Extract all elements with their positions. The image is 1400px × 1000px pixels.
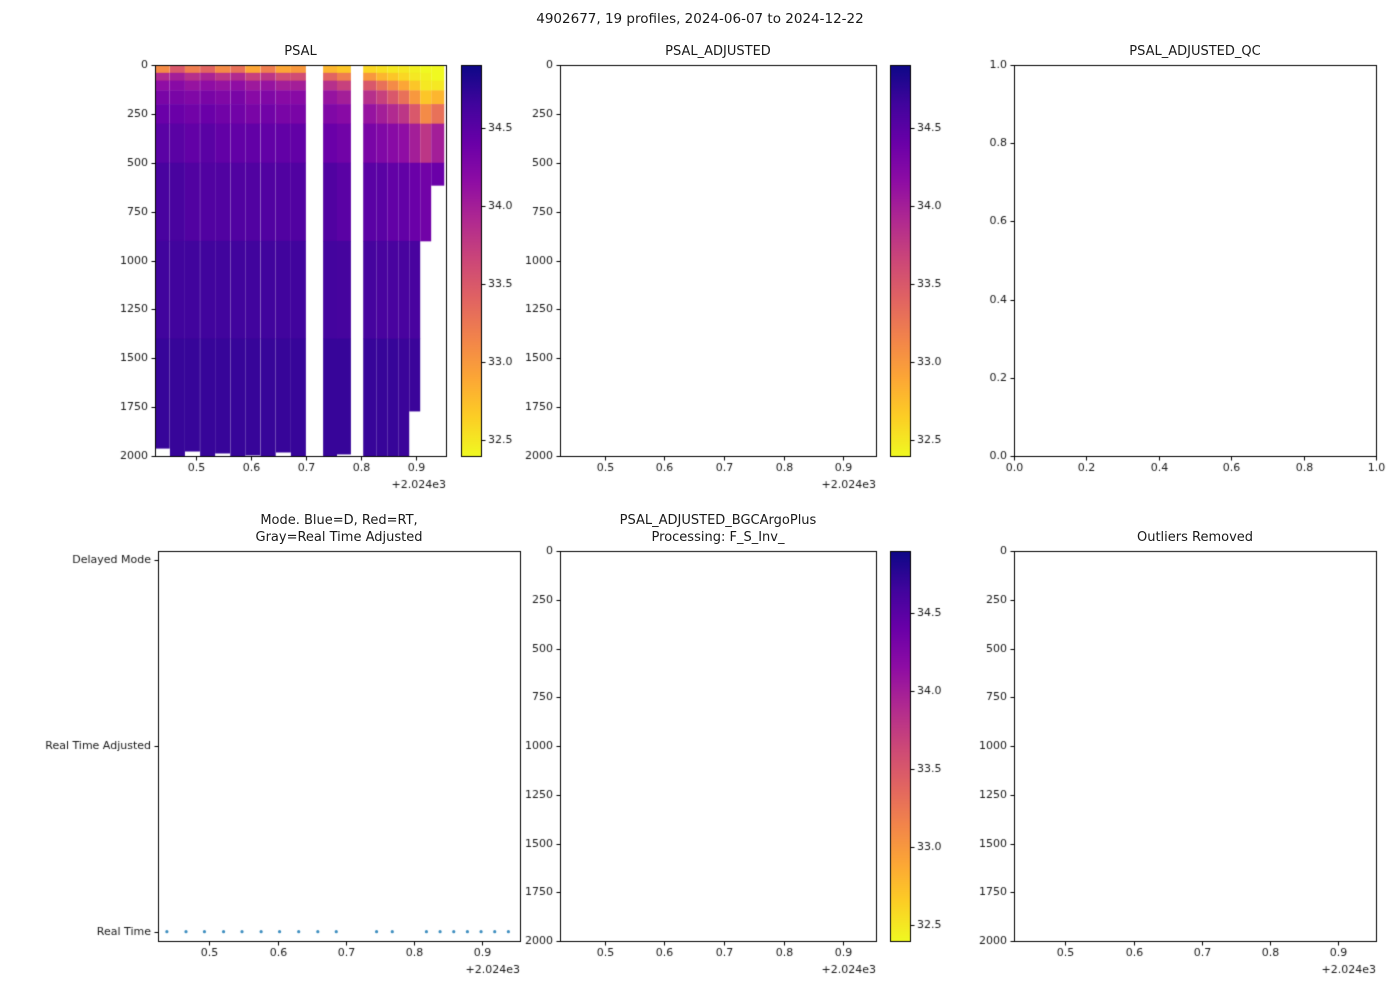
psal-adjusted-bgc-title: PSAL_ADJUSTED_BGCArgoPlus Processing: F_… [619,513,817,545]
psal-adjusted-title: PSAL_ADJUSTED [665,43,771,59]
psal-adjusted-bgc-panel: PSAL_ADJUSTED_BGCArgoPlus Processing: F_… [560,513,876,941]
mode-panel: Mode. Blue=D, Red=RT, Gray=Real Time Adj… [158,513,520,941]
psal-adjusted-qc-title: PSAL_ADJUSTED_QC [1129,43,1261,59]
figure-title: 4902677, 19 profiles, 2024-06-07 to 2024… [536,11,864,27]
mode-title: Mode. Blue=D, Red=RT, Gray=Real Time Adj… [255,513,423,545]
psal-title: PSAL [284,43,317,59]
psal-adjusted-panel: PSAL_ADJUSTED [560,44,876,456]
psal-adjusted-qc-panel: PSAL_ADJUSTED_QC [1014,44,1376,456]
outliers-removed-panel: Outliers Removed [1014,530,1376,941]
outliers-removed-title: Outliers Removed [1136,529,1254,545]
psal-heatmap-panel: PSAL [155,44,446,456]
